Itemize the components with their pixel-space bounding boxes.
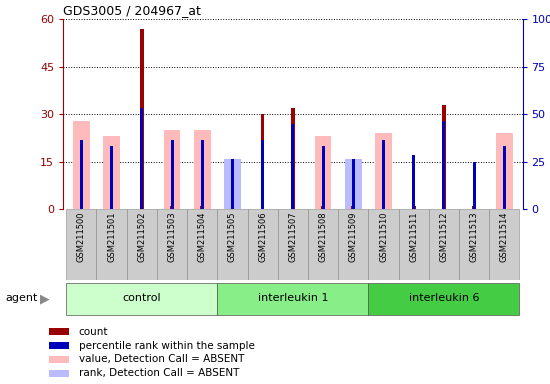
Bar — [49, 370, 69, 377]
Bar — [412, 156, 415, 209]
Bar — [429, 209, 459, 280]
Bar — [224, 159, 241, 209]
Bar — [399, 209, 429, 280]
Text: GSM211508: GSM211508 — [318, 212, 328, 262]
Bar — [201, 140, 204, 209]
Bar — [412, 206, 416, 209]
Bar — [49, 356, 69, 363]
Text: count: count — [79, 327, 108, 337]
Bar — [200, 206, 204, 209]
Bar — [261, 114, 265, 209]
Text: GSM211504: GSM211504 — [198, 212, 207, 262]
Bar — [338, 209, 368, 280]
Bar — [96, 209, 127, 280]
Bar — [164, 130, 180, 209]
Bar — [278, 209, 308, 280]
Bar — [351, 206, 355, 209]
Bar — [308, 209, 338, 280]
Text: GSM211510: GSM211510 — [379, 212, 388, 262]
Bar — [459, 209, 490, 280]
Bar — [442, 121, 446, 209]
Text: GSM211509: GSM211509 — [349, 212, 358, 262]
Bar — [472, 162, 476, 209]
Text: GSM211506: GSM211506 — [258, 212, 267, 262]
Bar — [321, 206, 325, 209]
Bar — [315, 136, 332, 209]
Bar — [503, 206, 506, 209]
Bar — [442, 105, 446, 209]
Text: GSM211507: GSM211507 — [288, 212, 298, 262]
Bar — [80, 206, 83, 209]
Bar — [231, 159, 234, 209]
Bar — [170, 140, 174, 209]
Bar — [352, 159, 355, 209]
Text: GSM211511: GSM211511 — [409, 212, 418, 262]
Text: ▶: ▶ — [40, 292, 49, 305]
Text: GSM211513: GSM211513 — [470, 212, 478, 262]
Text: GSM211501: GSM211501 — [107, 212, 116, 262]
Bar — [217, 283, 368, 315]
Text: GSM211505: GSM211505 — [228, 212, 237, 262]
Bar — [322, 146, 324, 209]
Bar — [368, 209, 399, 280]
Bar — [382, 206, 386, 209]
Text: GSM211512: GSM211512 — [439, 212, 448, 262]
Bar — [261, 140, 264, 209]
Bar — [110, 146, 113, 209]
Bar — [230, 206, 234, 209]
Bar — [73, 121, 90, 209]
Text: GSM211503: GSM211503 — [168, 212, 177, 262]
Bar — [368, 283, 520, 315]
Bar — [382, 140, 385, 209]
Bar — [170, 206, 174, 209]
Bar — [496, 133, 513, 209]
Bar — [140, 108, 144, 209]
Text: GSM211500: GSM211500 — [77, 212, 86, 262]
Bar — [126, 209, 157, 280]
Bar — [103, 136, 120, 209]
Text: interleukin 6: interleukin 6 — [409, 293, 479, 303]
Text: GSM211502: GSM211502 — [138, 212, 146, 262]
Text: GSM211514: GSM211514 — [500, 212, 509, 262]
Text: percentile rank within the sample: percentile rank within the sample — [79, 341, 255, 351]
Text: interleukin 1: interleukin 1 — [257, 293, 328, 303]
Bar — [472, 206, 476, 209]
Bar — [187, 209, 217, 280]
Bar — [375, 133, 392, 209]
Text: GDS3005 / 204967_at: GDS3005 / 204967_at — [63, 3, 201, 17]
Bar — [49, 328, 69, 335]
Bar — [291, 108, 295, 209]
Text: rank, Detection Call = ABSENT: rank, Detection Call = ABSENT — [79, 368, 239, 378]
Bar — [503, 146, 506, 209]
Bar — [248, 209, 278, 280]
Bar — [490, 209, 520, 280]
Bar — [80, 140, 83, 209]
Bar — [110, 206, 113, 209]
Bar — [157, 209, 187, 280]
Bar — [66, 209, 96, 280]
Bar — [49, 342, 69, 349]
Bar — [217, 209, 248, 280]
Text: agent: agent — [6, 293, 38, 303]
Bar — [194, 130, 211, 209]
Text: control: control — [123, 293, 161, 303]
Text: value, Detection Call = ABSENT: value, Detection Call = ABSENT — [79, 354, 244, 364]
Bar — [292, 124, 294, 209]
Bar — [66, 283, 217, 315]
Bar — [140, 29, 144, 209]
Bar — [345, 159, 361, 209]
